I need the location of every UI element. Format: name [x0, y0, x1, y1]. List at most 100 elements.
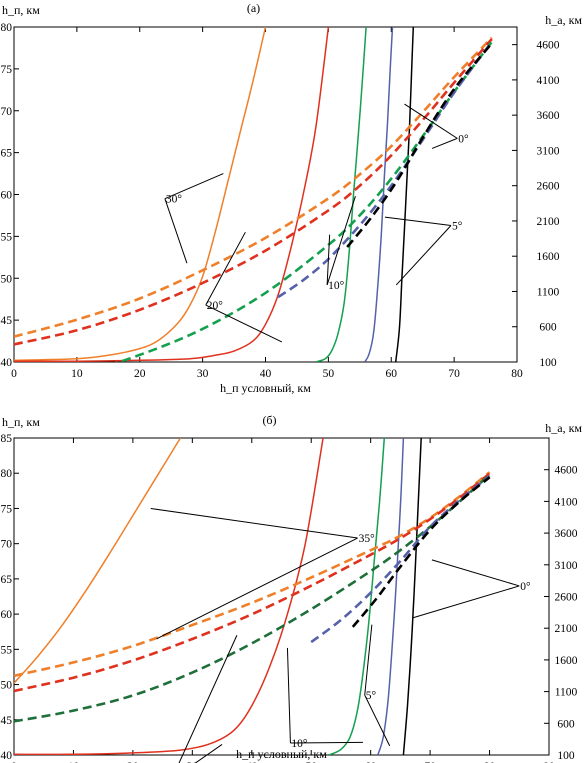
series-line-red-dashed: [14, 38, 493, 346]
x-tick-label: 0: [11, 761, 17, 763]
panel-label: (б): [262, 413, 276, 427]
annotation: 20°: [205, 231, 283, 343]
annotation-leader: [290, 741, 363, 744]
annotation-leader: [205, 304, 283, 343]
y-left-axis-title: h_п, км: [2, 415, 40, 429]
annotation: 20°: [178, 635, 238, 763]
series-line-red-solid: [14, 27, 330, 362]
annotation-label: 0°: [520, 581, 531, 593]
series-line-blue-dashed: [310, 474, 491, 644]
series-line-black-dashed: [351, 476, 491, 628]
x-tick-label: 90: [543, 761, 555, 763]
x-tick-label: 60: [386, 368, 398, 380]
chart-panel-1: 0 10 20 30 40 50 60 70 80 40 45 50 55 60 65 70 75 80 100 60…: [1, 1, 583, 395]
series-line-red-dashed: [14, 472, 491, 693]
y-left-tick-label: 80: [1, 22, 13, 34]
y-left-tick-label: 55: [1, 644, 13, 656]
y-right-tick-label: 100: [539, 357, 557, 369]
annotation-leader: [194, 744, 223, 763]
annotation-leader: [395, 225, 452, 286]
y-left-tick-label: 40: [1, 357, 13, 369]
y-left-tick-label: 55: [1, 231, 13, 243]
annotation: 10°: [326, 196, 356, 292]
annotation-label: 10°: [291, 738, 308, 750]
y-right-tick-label: 2600: [555, 592, 578, 604]
annotation-leader: [413, 585, 520, 619]
x-tick-label: 70: [424, 761, 436, 763]
annotation-label: 5°: [366, 690, 377, 702]
y-left-tick-label: 45: [1, 715, 13, 727]
y-right-tick-label: 3100: [537, 145, 560, 157]
y-left-axis-title: h_п, км: [2, 3, 40, 17]
y-left-tick-label: 60: [1, 609, 13, 621]
y-right-tick-label: 1600: [555, 655, 578, 667]
x-tick-label: 80: [511, 368, 523, 380]
series-line-orange-solid: [14, 438, 182, 684]
annotation-leader: [364, 624, 373, 696]
series-line-orange-solid: [14, 27, 267, 362]
series-line-blue-solid: [377, 438, 405, 755]
series-line-blue-dashed: [277, 41, 493, 299]
y-left-tick-label: 80: [1, 468, 13, 480]
y-right-tick-label: 100: [557, 750, 575, 762]
annotation-leader: [431, 137, 458, 149]
annotation-leader: [164, 173, 224, 200]
x-tick-label: 10: [71, 368, 83, 380]
annotation-leader: [205, 231, 246, 306]
x-axis-title: h_п условный, км: [220, 381, 311, 395]
series-line-black-solid: [402, 438, 422, 755]
annotation: 10°: [286, 647, 363, 750]
x-tick-label: 30: [197, 368, 209, 380]
annotation-leader: [286, 647, 291, 744]
series-line-black-dashed: [346, 42, 493, 248]
annotation-leader: [326, 196, 356, 286]
y-left-tick-label: 60: [1, 190, 13, 202]
y-left-tick-label: 65: [1, 574, 13, 586]
annotation-leader: [364, 694, 391, 747]
annotation-leader: [164, 198, 188, 264]
y-right-axis-title: h_а, км: [545, 13, 582, 27]
x-tick-label: 50: [305, 761, 317, 763]
y-left-tick-label: 65: [1, 148, 13, 160]
x-tick-label: 50: [323, 368, 335, 380]
y-right-tick-label: 1100: [555, 687, 578, 699]
y-left-tick-label: 75: [1, 503, 13, 515]
x-tick-label: 60: [365, 761, 377, 763]
plot-frame: [13, 26, 518, 363]
y-left-tick-label: 50: [1, 273, 13, 285]
annotation-label: 35°: [359, 533, 376, 545]
x-tick-label: 40: [246, 761, 258, 763]
y-right-tick-label: 1600: [537, 251, 560, 263]
y-right-tick-label: 4100: [555, 496, 578, 508]
plot-frame: [13, 437, 550, 756]
annotation: 0°: [413, 559, 531, 619]
y-right-tick-label: 600: [539, 322, 557, 334]
series-group: [14, 438, 491, 755]
annotation-leader: [156, 537, 358, 640]
chart-panel-2: 0 10 20 30 40 50 60 70 80 90 40 45 50 55 60 65 70 75 80 85 1…: [1, 413, 582, 763]
y-right-tick-label: 4100: [537, 75, 560, 87]
y-left-tick-label: 50: [1, 680, 13, 692]
annotation-label: 10°: [328, 280, 345, 292]
annotation-leader: [404, 103, 458, 139]
annotation-label: 5°: [452, 220, 463, 232]
series-line-orange-dashed: [14, 36, 493, 338]
y-left-tick-label: 70: [1, 106, 13, 118]
series-line-green-solid: [315, 27, 367, 362]
y-right-tick-label: 4600: [555, 465, 578, 477]
y-right-axis-title: h_а, км: [545, 421, 582, 435]
annotation-label: 0°: [458, 133, 469, 145]
x-axis-title: h_п условный, км: [236, 747, 327, 761]
y-right-tick-label: 600: [557, 718, 575, 730]
y-left-tick-label: 40: [1, 750, 13, 762]
annotation-leader: [150, 507, 358, 539]
series-line-green-dashed: [114, 41, 493, 362]
panel-label: (а): [247, 1, 260, 15]
y-left-tick-label: 85: [1, 433, 13, 445]
series-line-black-solid: [394, 27, 415, 362]
annotation: 30°: [164, 173, 224, 264]
x-tick-label: 20: [134, 368, 146, 380]
series-line-red-solid: [14, 438, 324, 755]
series-group: [14, 27, 493, 362]
y-right-tick-label: 1100: [537, 286, 560, 298]
